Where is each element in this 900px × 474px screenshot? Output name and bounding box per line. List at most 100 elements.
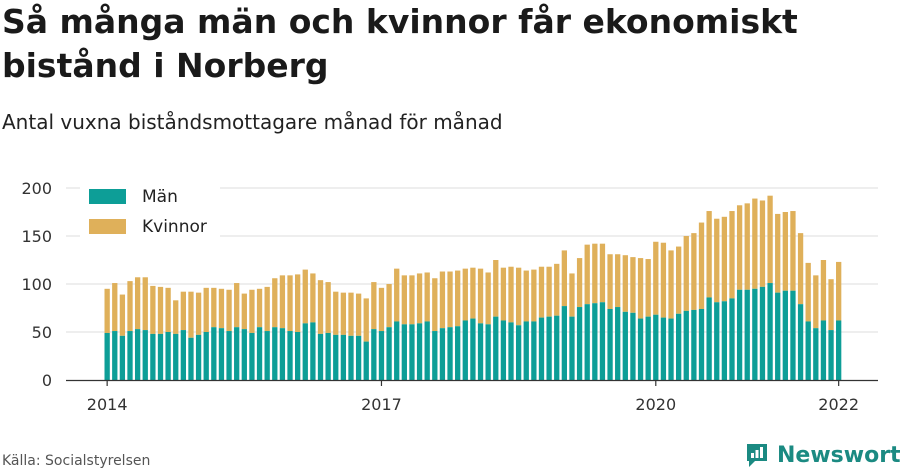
x-tick-label: 2020 <box>635 395 676 414</box>
bar-man <box>546 316 552 380</box>
bar-kvinnor <box>500 267 507 321</box>
newsworthy-logo-icon <box>747 444 767 467</box>
bar-kvinnor <box>150 285 156 334</box>
bar-kvinnor <box>721 216 728 302</box>
bar-man <box>561 306 567 380</box>
bar-kvinnor <box>805 262 811 322</box>
bar-kvinnor <box>134 277 141 330</box>
bar-kvinnor <box>515 267 522 326</box>
bar-kvinnor <box>569 273 575 317</box>
y-axis-tick-labels: 0 50 100 150 200 <box>21 179 52 390</box>
bar-kvinnor <box>272 278 278 328</box>
bar-man <box>447 327 453 380</box>
legend-swatch <box>89 219 126 234</box>
bar-man <box>432 331 438 380</box>
bar-man <box>226 331 232 380</box>
bar-man <box>554 315 560 380</box>
bar-kvinnor <box>279 275 286 329</box>
bar-man <box>538 317 545 380</box>
bar-man <box>569 316 575 380</box>
bar-man <box>508 322 514 380</box>
bar-kvinnor <box>637 258 644 319</box>
bar-man <box>211 327 217 380</box>
bar-man <box>218 328 225 380</box>
bar-kvinnor <box>653 241 659 315</box>
bar-kvinnor <box>188 291 194 338</box>
bar-man <box>576 307 583 380</box>
bar-kvinnor <box>759 200 766 287</box>
bar-man <box>264 331 270 380</box>
bar-kvinnor <box>363 298 369 342</box>
bar-man <box>203 332 209 380</box>
bar-man <box>195 334 202 380</box>
bar-kvinnor <box>813 275 819 329</box>
bar-kvinnor <box>333 291 339 335</box>
bar-kvinnor <box>340 292 347 335</box>
bar-kvinnor <box>470 267 476 319</box>
bar-man <box>340 334 347 380</box>
bar-kvinnor <box>836 261 842 321</box>
bar-kvinnor <box>378 287 385 332</box>
bar-kvinnor <box>112 283 118 332</box>
bar-man <box>180 330 186 380</box>
bar-man <box>119 335 126 380</box>
bar-kvinnor <box>195 292 202 335</box>
bar-man <box>645 316 651 380</box>
bar-kvinnor <box>668 250 674 319</box>
bar-man <box>112 331 118 380</box>
bar-man <box>317 333 324 380</box>
bar-kvinnor <box>256 288 263 328</box>
bar-man <box>378 331 385 380</box>
bar-man <box>493 316 499 380</box>
bar-kvinnor <box>234 283 240 328</box>
bar-man <box>531 321 537 380</box>
bar-man <box>165 332 171 380</box>
bar-kvinnor <box>599 243 606 303</box>
bar-man <box>127 331 133 380</box>
bar-kvinnor <box>683 236 689 311</box>
bar-kvinnor <box>531 269 537 322</box>
bar-kvinnor <box>180 291 186 331</box>
newsworthy-logo[interactable]: Newsworthy <box>745 442 900 468</box>
bar-man <box>668 318 674 380</box>
bar-man <box>523 321 529 380</box>
bar-man <box>302 323 308 380</box>
bar-kvinnor <box>576 258 583 308</box>
bar-man <box>797 304 804 380</box>
bar-man <box>462 320 468 380</box>
bar-man <box>401 324 407 380</box>
bar-kvinnor <box>508 266 514 323</box>
bar-kvinnor <box>302 269 308 324</box>
bar-kvinnor <box>165 287 171 332</box>
legend: Män Kvinnor <box>80 183 220 243</box>
bar-man <box>234 327 240 380</box>
legend-label: Män <box>142 187 178 207</box>
bar-kvinnor <box>782 212 788 291</box>
bar-man <box>295 332 301 380</box>
bar-kvinnor <box>714 218 720 303</box>
bar-kvinnor <box>401 275 407 325</box>
y-tick-label: 150 <box>21 227 52 246</box>
bar-man <box>691 309 697 380</box>
bar-man <box>371 329 377 380</box>
bar-kvinnor <box>142 277 148 331</box>
bar-man <box>744 289 750 380</box>
bar-man <box>363 341 369 380</box>
bar-kvinnor <box>561 250 567 307</box>
bar-man <box>836 320 842 380</box>
legend-swatch <box>89 189 126 204</box>
bar-kvinnor <box>317 280 324 334</box>
bar-kvinnor <box>348 292 354 336</box>
bar-kvinnor <box>432 278 438 332</box>
bar-man <box>249 332 255 380</box>
bar-man <box>416 323 423 380</box>
bar-man <box>256 327 263 380</box>
bar-kvinnor <box>828 279 834 331</box>
bar-man <box>348 335 354 380</box>
bar-kvinnor <box>546 266 552 317</box>
bar-kvinnor <box>698 222 705 309</box>
bar-man <box>759 286 766 380</box>
bar-kvinnor <box>211 287 217 328</box>
bar-man <box>477 323 484 380</box>
